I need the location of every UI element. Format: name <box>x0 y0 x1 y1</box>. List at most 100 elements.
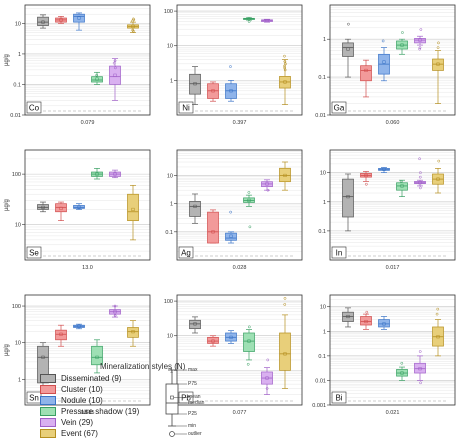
outlier-point <box>401 31 403 33</box>
y-tick-label: 100 <box>164 299 173 305</box>
y-tick-label: 100 <box>12 172 21 178</box>
box-disseminated <box>190 67 201 105</box>
box-iqr <box>208 212 219 243</box>
box-cluster <box>361 60 372 97</box>
box-iqr <box>128 194 139 220</box>
key-label-min: min <box>188 423 196 429</box>
y-tick-label: 100 <box>12 304 21 310</box>
box-iqr <box>379 320 390 327</box>
box-iqr <box>92 77 103 82</box>
box-iqr <box>415 363 426 373</box>
box-vein <box>415 28 426 50</box>
element-label: Co <box>29 104 40 113</box>
y-tick-label: 0.1 <box>318 75 326 81</box>
panel-ag: 0.1110Ag0.028 <box>165 150 302 271</box>
y-tick-label: 10 <box>167 44 173 50</box>
legend-label-event: Event (67) <box>61 429 98 439</box>
box-disseminated <box>343 23 354 77</box>
box-vein <box>262 19 273 22</box>
y-tick-label: 10 <box>320 171 326 177</box>
key-label-outlier: outlier <box>188 431 202 437</box>
box-iqr <box>190 74 201 94</box>
box-nodule <box>226 65 237 101</box>
box-iqr <box>361 316 372 325</box>
outlier-point <box>284 297 286 299</box>
panel-co: 0.01 0.1 1 10 µg/g Co 0.079 <box>4 5 150 126</box>
y-tick-label: 100 <box>164 9 173 15</box>
threshold-label: 0.079 <box>81 120 95 126</box>
box-pressure-shadow <box>244 17 255 22</box>
element-label: Ga <box>334 104 345 113</box>
box-nodule <box>74 324 85 329</box>
panel-in: 0.1110In0.017 <box>318 150 455 271</box>
y-tick-label: 10 <box>167 173 173 179</box>
y-tick-label: 10 <box>320 305 326 311</box>
box-event <box>128 185 139 240</box>
key-label-max: max <box>188 367 197 373</box>
panel-ni: 110100Ni0.397 <box>164 5 302 126</box>
box-nodule <box>379 168 390 173</box>
legend-swatch-pressure-shadow <box>40 407 56 416</box>
outlier-point <box>249 226 251 228</box>
y-tick-label: 1 <box>18 377 21 383</box>
box-cluster <box>208 82 219 101</box>
threshold-label: 0.021 <box>386 410 400 416</box>
key-label-median: median <box>188 400 204 406</box>
outlier-point <box>248 326 250 328</box>
box-vein <box>110 305 121 317</box>
panel-ga: 0.010.11Ga0.060 <box>315 5 455 126</box>
box-nodule <box>74 13 85 30</box>
threshold-label: 13.0 <box>82 265 93 271</box>
box-event <box>433 42 444 104</box>
box-nodule <box>226 331 237 344</box>
box-nodule <box>379 40 390 81</box>
box-disseminated <box>38 202 49 212</box>
box-cluster <box>56 16 67 23</box>
outlier-point <box>419 48 421 50</box>
element-label: Se <box>29 249 39 258</box>
box-iqr <box>397 183 408 190</box>
legend-swatch-cluster <box>40 385 56 394</box>
key-label-p75: P75 <box>188 381 197 387</box>
y-tick-label: 0.01 <box>10 113 21 119</box>
outlier-point <box>248 191 250 193</box>
legend-swatch-vein <box>40 418 56 427</box>
legend-label-vein: Vein (29) <box>61 418 93 428</box>
legend-label-pressure-shadow: Pressure shadow (19) <box>61 407 139 417</box>
box-cluster <box>208 336 219 346</box>
outlier-point <box>420 28 422 30</box>
box-vein <box>262 180 273 191</box>
y-tick-label: 10 <box>15 341 21 347</box>
y-tick-label: 0.01 <box>315 113 326 119</box>
y-tick-label: 0.1 <box>318 354 326 360</box>
box-iqr <box>226 233 237 240</box>
box-vein <box>415 350 426 383</box>
y-tick-label: 0.1 <box>318 229 326 235</box>
box-event <box>280 55 291 105</box>
box-cluster <box>56 325 67 346</box>
y-tick-label: 0.1 <box>165 230 173 236</box>
box-nodule <box>226 211 237 243</box>
legend-label-cluster: Cluster (10) <box>61 385 103 395</box>
legend-label-nodule: Nodule (10) <box>61 396 103 406</box>
outlier-point <box>229 65 231 67</box>
element-label: Ni <box>182 104 190 113</box>
panel-se: 10 100 µg/g Se 13.0 <box>4 150 150 271</box>
box-cluster <box>56 202 67 221</box>
box-cluster <box>361 171 372 185</box>
box-cluster <box>208 210 219 243</box>
outlier-point <box>438 160 440 162</box>
element-label: Sn <box>29 394 39 403</box>
box-pressure-shadow <box>92 168 103 179</box>
box-iqr <box>433 59 444 70</box>
y-tick-label: 1 <box>323 329 326 335</box>
box-key: max P75 mean median P25 min outlier <box>160 368 250 440</box>
key-label-p25: P25 <box>188 411 197 417</box>
y-axis-label: µg/g <box>4 199 10 211</box>
element-label: In <box>336 249 343 258</box>
element-label: Ag <box>181 249 191 258</box>
y-axis-label: µg/g <box>4 54 10 66</box>
box-iqr <box>74 14 85 22</box>
box-nodule <box>74 204 85 210</box>
box-iqr <box>361 66 372 81</box>
